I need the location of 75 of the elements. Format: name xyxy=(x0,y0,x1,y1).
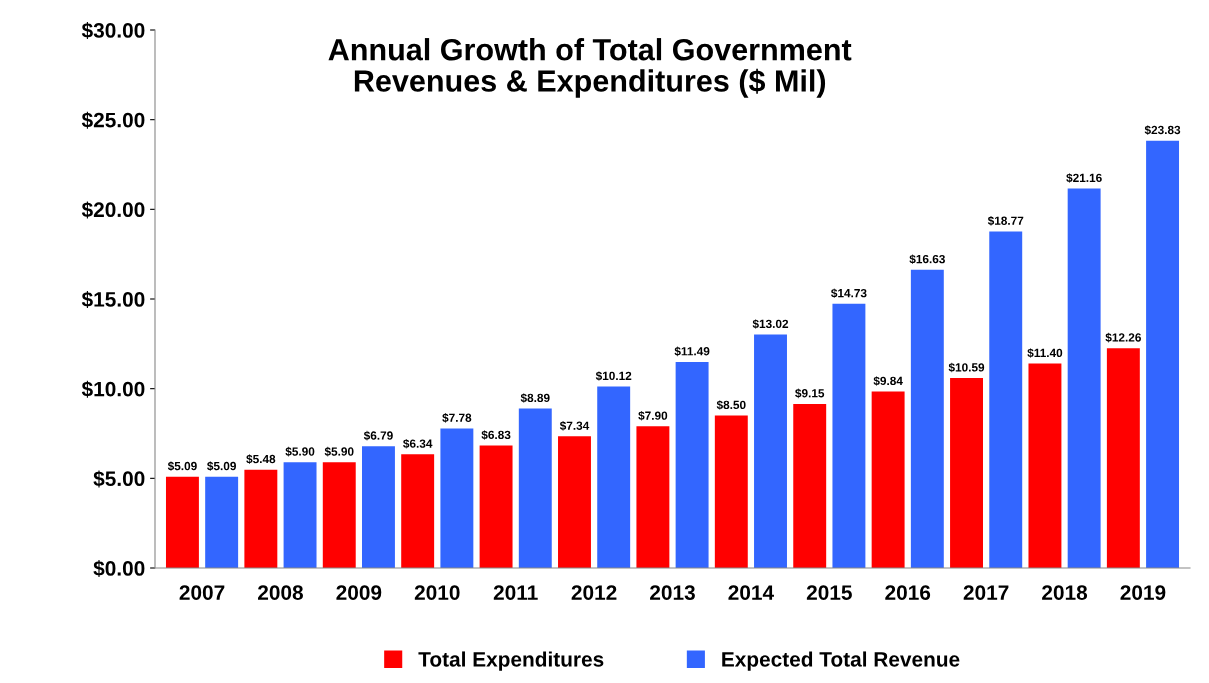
bar xyxy=(950,378,983,568)
data-label: $16.63 xyxy=(909,254,945,265)
y-tick-label: $0.00 xyxy=(93,560,145,578)
data-label: $18.77 xyxy=(987,216,1024,226)
bar xyxy=(754,334,787,568)
data-label: $7.34 xyxy=(559,420,590,431)
bar xyxy=(165,476,199,568)
bar xyxy=(597,386,631,568)
bar xyxy=(636,426,670,568)
bar xyxy=(440,428,474,568)
bar xyxy=(479,445,513,568)
bar xyxy=(205,476,239,568)
data-label: $7.78 xyxy=(442,413,472,423)
data-label: $5.90 xyxy=(285,446,315,457)
bar xyxy=(244,469,278,568)
bar xyxy=(793,403,827,568)
data-label: $6.79 xyxy=(363,430,393,441)
x-tick-label: 2007 xyxy=(179,585,225,600)
bar xyxy=(1028,363,1062,568)
data-label: $14.73 xyxy=(831,288,867,299)
bar xyxy=(283,462,317,568)
y-tick-label: $25.00 xyxy=(81,111,145,129)
data-label: $9.15 xyxy=(795,388,825,399)
x-tick-label: 2013 xyxy=(650,585,695,600)
y-tick-label: $5.00 xyxy=(93,470,145,488)
data-label: $8.50 xyxy=(716,400,746,410)
bar xyxy=(1146,140,1180,568)
data-label: $6.34 xyxy=(403,438,433,449)
data-label: $8.89 xyxy=(520,393,550,403)
bar xyxy=(518,408,552,568)
bar xyxy=(558,436,591,568)
bar xyxy=(1106,348,1140,568)
data-label: $6.83 xyxy=(481,430,511,440)
x-tick-label: 2016 xyxy=(885,585,931,600)
x-tick-label: 2011 xyxy=(493,585,538,600)
bar xyxy=(989,231,1023,568)
x-tick-label: 2009 xyxy=(336,585,382,600)
x-tick-label: 2018 xyxy=(1042,585,1088,600)
data-label: $21.16 xyxy=(1066,173,1102,183)
y-tick-label: $20.00 xyxy=(81,201,145,219)
x-tick-label: 2012 xyxy=(571,585,617,600)
data-label: $9.84 xyxy=(873,376,903,386)
bar xyxy=(714,415,748,568)
y-tick-label: $10.00 xyxy=(81,380,145,398)
bar xyxy=(675,361,709,568)
bar xyxy=(910,269,944,568)
data-label: $13.02 xyxy=(752,319,789,329)
text: Annual Growth of Total Government Revenues & Expenditures ($ Mil) xyxy=(328,38,852,98)
x-tick-label: 2019 xyxy=(1120,585,1166,600)
x-tick-label: 2017 xyxy=(963,585,1009,600)
data-label: $5.09 xyxy=(167,461,197,471)
data-label: $12.26 xyxy=(1105,332,1141,343)
bar xyxy=(832,303,866,568)
bar xyxy=(401,454,435,568)
data-label: $5.48 xyxy=(246,454,276,464)
y-tick-label: $30.00 xyxy=(81,22,145,40)
legend-label: Total Expenditures xyxy=(418,651,604,671)
data-label: $5.09 xyxy=(207,461,236,471)
bar xyxy=(322,462,356,568)
y-tick-label: $15.00 xyxy=(81,291,145,309)
data-label: $7.90 xyxy=(638,410,668,421)
data-label: $10.59 xyxy=(948,362,985,373)
data-label: $23.83 xyxy=(1144,125,1181,135)
legend-label: Expected Total Revenue xyxy=(722,651,960,671)
data-label: $11.40 xyxy=(1027,348,1063,358)
x-tick-label: 2014 xyxy=(728,585,774,600)
x-tick-label: 2008 xyxy=(258,585,303,600)
bar xyxy=(1067,188,1101,568)
data-label: $5.90 xyxy=(324,446,354,457)
bar xyxy=(362,446,395,568)
data-label: $11.49 xyxy=(674,346,710,357)
bar xyxy=(871,391,905,568)
x-tick-label: 2015 xyxy=(806,585,852,600)
x-tick-label: 2010 xyxy=(414,585,460,600)
data-label: $10.12 xyxy=(595,371,632,381)
